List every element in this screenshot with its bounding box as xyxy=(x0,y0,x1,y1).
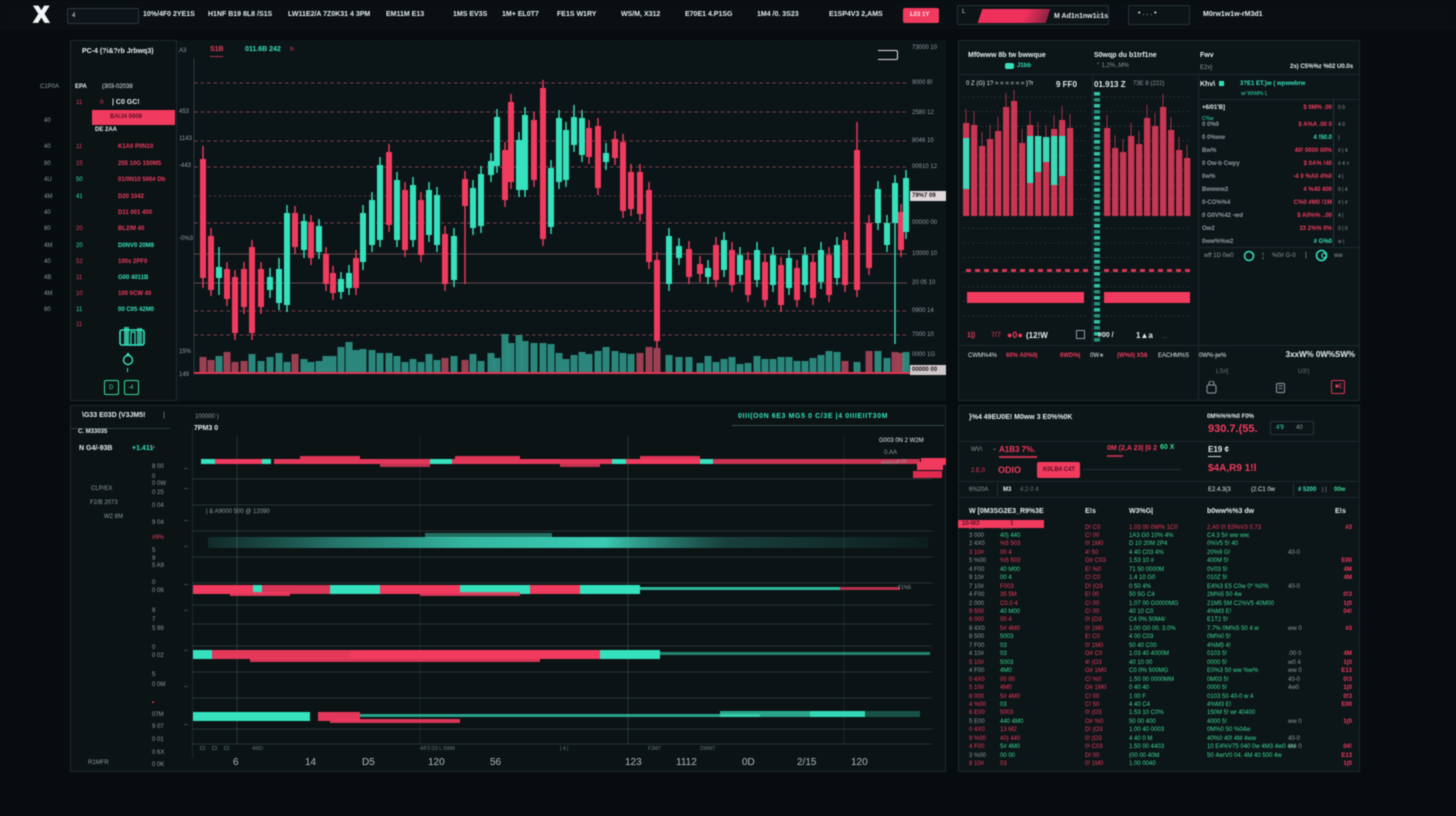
svg-text:| & A9000 500 @ 12090: | & A9000 500 @ 12090 xyxy=(206,509,270,515)
